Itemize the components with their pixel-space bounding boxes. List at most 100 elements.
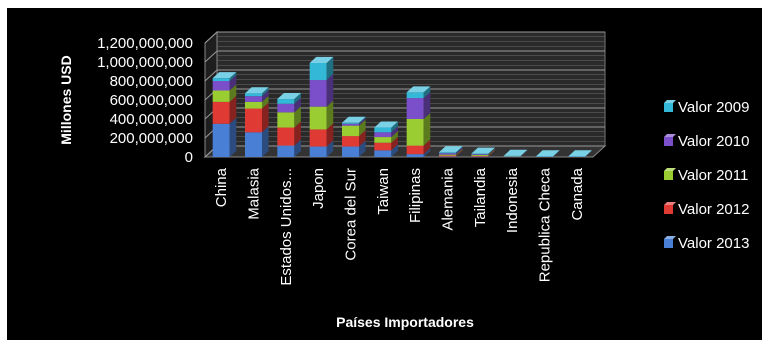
bar-front [245,93,262,97]
bar-side [326,74,334,107]
bar-front [277,145,295,157]
bar-side [520,150,528,157]
bar-segment [309,100,334,130]
bar-segment [439,149,463,157]
bar-front [503,156,521,157]
bar-front [245,108,262,133]
bar-side [294,93,301,104]
bar-front [309,146,327,157]
bar-front [439,154,456,156]
bar-top [503,149,528,156]
bar-front [439,153,456,155]
bar-side [359,130,366,147]
legend-item: Valor 2013 [664,235,749,252]
bar-segment [568,150,592,157]
bar-segment [374,131,398,143]
x-tick-label: Japon [310,168,327,209]
bar-segment [212,95,237,124]
bar-segment [471,149,495,157]
bar-front [536,156,553,157]
bar-top [309,56,334,63]
bar-side [359,140,366,157]
bar-front [406,92,424,99]
bar-segment [471,147,495,155]
bar-segment [245,87,269,97]
legend-swatch [664,239,673,248]
bar-front [309,80,327,107]
bar-side [423,148,431,157]
legend-swatch-top [664,168,676,171]
bar-side [520,150,528,157]
y-axis-title: Millones USD [58,55,74,144]
legend-swatch-top [664,202,676,205]
y-tick-label: 1,200,000,000 [97,35,193,52]
bar-front [277,127,295,146]
bar-segment [277,121,301,146]
bar-segment [503,150,528,157]
bar-side [488,150,495,157]
bar-front [471,155,489,157]
bar-side [423,86,431,99]
bar-front [245,132,262,157]
bar-front [471,154,489,155]
bar-segment [309,123,334,147]
bar-side [456,150,463,157]
legend: Valor 2009 Valor 2010 Valor 2011 Valor 2012… [664,99,749,252]
bar-front [374,142,392,151]
bar-segment [406,139,431,155]
bar-segment [374,121,398,133]
bar-front [439,152,456,154]
x-tick-label: Alemania [440,167,457,230]
y-tick-label: 800,000,000 [110,73,193,90]
bar-segment [374,126,398,138]
bar-side [391,126,398,138]
bar-side [585,150,592,157]
legend-label: Valor 2010 [678,133,749,150]
bar-side [262,95,269,109]
bar-front [374,150,392,157]
bar-side [456,149,463,157]
bar-side [229,95,237,124]
legend-swatch-top [664,134,676,137]
x-tick-label: Republica Checa [537,167,554,282]
bar-front [212,81,230,91]
legend-label: Valor 2012 [678,201,749,218]
y-tick-label: 200,000,000 [110,130,193,147]
bar-segment [309,140,334,157]
gridline-major [204,31,218,44]
bar-side [229,72,237,81]
bar-segment [471,148,495,155]
bar-side [553,150,560,157]
bar-side [585,150,592,157]
bar-side [520,150,528,157]
bar-front [309,62,327,81]
bar-side [553,150,560,157]
bar-front [245,101,262,109]
x-tick-label: Filipinas [407,168,424,223]
bar-side [326,100,334,130]
x-tick-label: China [213,167,230,207]
bar-front [342,122,359,124]
bar-segment [439,148,463,156]
x-tick-label: Estados Unidos... [278,168,295,286]
bar-top [536,150,560,157]
bar-side [553,150,560,157]
bar-segment [342,140,366,157]
bar-side [488,147,495,155]
bar-top [568,150,592,157]
bar-side [359,116,366,124]
bar-side [262,126,269,157]
bar-segment [503,150,528,157]
bar-front [439,156,456,158]
bar-segment [342,116,366,124]
bar-segment [277,97,301,113]
bar-segment [439,150,463,158]
bar-front [277,112,295,128]
y-tick-label: 400,000,000 [110,111,193,128]
bar-front [212,101,230,124]
bar-front [342,146,359,157]
bar-front [374,127,392,133]
bar-side [456,148,463,156]
bars-layer [212,56,592,158]
bar-side [520,150,528,157]
